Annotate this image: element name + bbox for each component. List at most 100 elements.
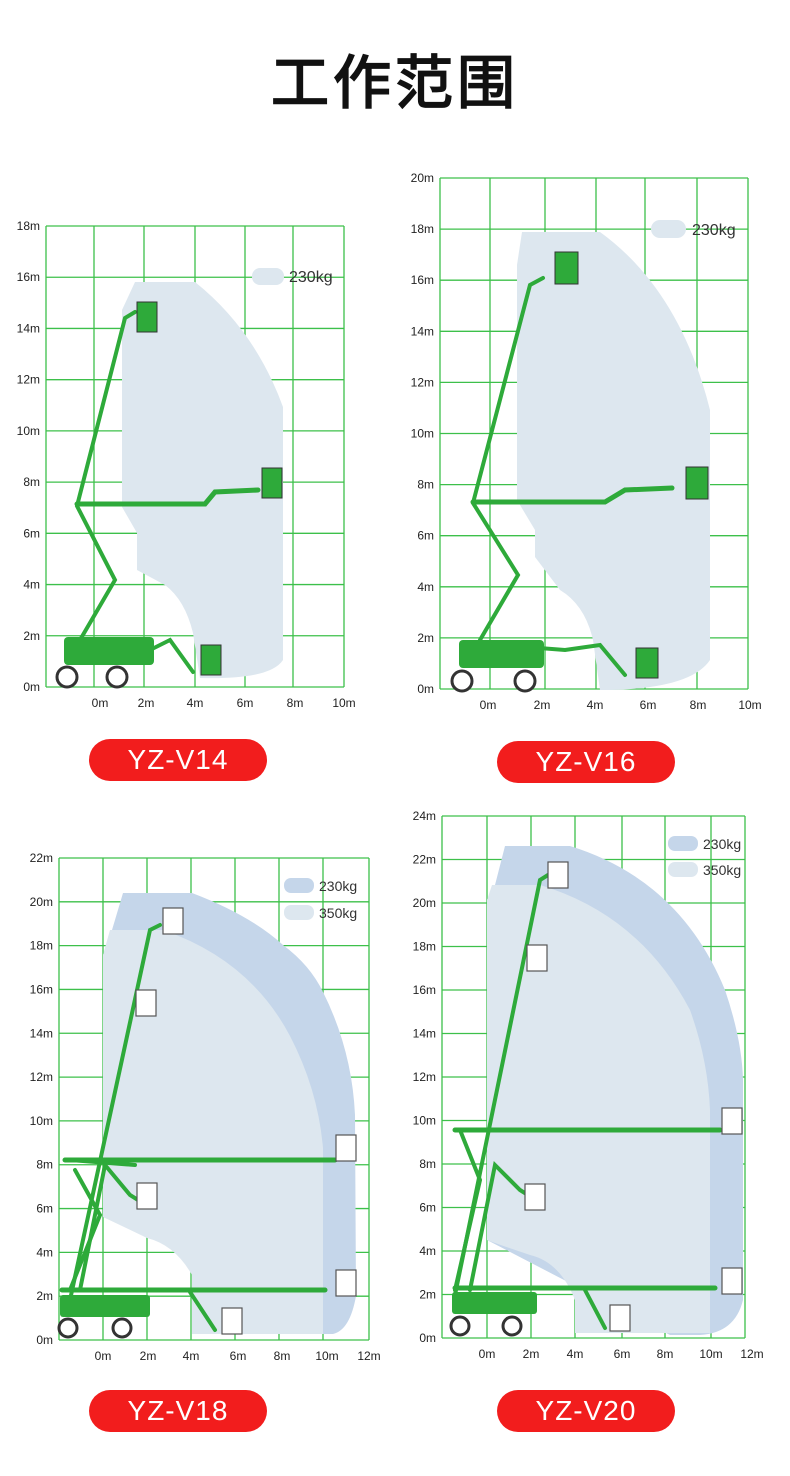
y-tick-label: 10m	[30, 1114, 53, 1128]
y-tick-label: 2m	[419, 1288, 436, 1302]
x-tick-label: 8m	[657, 1347, 674, 1361]
model-label-v16: YZ-V16	[497, 741, 675, 783]
x-tick-label: 0m	[95, 1349, 112, 1363]
x-tick-label: 8m	[690, 698, 707, 712]
y-tick-label: 4m	[419, 1244, 436, 1258]
x-tick-label: 6m	[614, 1347, 631, 1361]
legend-label: 230kg	[703, 836, 741, 852]
y-tick-label: 8m	[419, 1157, 436, 1171]
x-tick-label: 12m	[357, 1349, 380, 1363]
y-tick-label: 6m	[23, 526, 40, 540]
x-tick-label: 6m	[640, 698, 657, 712]
envelope-350kg-v20	[487, 885, 710, 1333]
y-tick-label: 2m	[417, 631, 434, 645]
x-tick-label: 10m	[332, 696, 355, 710]
legend-label: 230kg	[289, 269, 333, 286]
x-tick-label: 8m	[274, 1349, 291, 1363]
x-tick-label: 4m	[187, 696, 204, 710]
y-tick-label: 8m	[417, 478, 434, 492]
legend-swatch-350kg	[284, 905, 314, 920]
model-label-v18: YZ-V18	[89, 1390, 267, 1432]
envelope-230kg-v16	[517, 232, 710, 690]
model-label-v20: YZ-V20	[497, 1390, 675, 1432]
machine-v14	[55, 301, 283, 689]
envelope-230kg-v14	[122, 282, 283, 679]
y-tick-label: 16m	[413, 983, 436, 997]
legend-v20: 230kg 350kg	[668, 836, 741, 878]
y-tick-label: 22m	[30, 851, 53, 865]
y-tick-label: 6m	[417, 529, 434, 543]
x-tick-label: 2m	[138, 696, 155, 710]
y-tick-label: 18m	[30, 939, 53, 953]
legend-v14: 230kg	[252, 268, 333, 286]
y-tick-label: 14m	[17, 321, 40, 335]
y-tick-label: 8m	[23, 475, 40, 489]
y-tick-label: 18m	[411, 222, 434, 236]
legend-swatch-230kg	[252, 268, 284, 285]
x-tick-label: 6m	[230, 1349, 247, 1363]
x-tick-label: 0m	[479, 1347, 496, 1361]
x-tick-label: 0m	[92, 696, 109, 710]
y-tick-label: 0m	[23, 680, 40, 694]
y-tick-label: 14m	[411, 324, 434, 338]
y-tick-label: 22m	[413, 853, 436, 867]
y-tick-label: 12m	[17, 373, 40, 387]
machine-v20	[449, 861, 743, 1337]
x-tick-label: 10m	[699, 1347, 722, 1361]
x-tick-label: 8m	[287, 696, 304, 710]
y-tick-label: 4m	[417, 580, 434, 594]
x-tick-label: 4m	[183, 1349, 200, 1363]
x-tick-label: 12m	[740, 1347, 763, 1361]
y-tick-label: 14m	[413, 1027, 436, 1041]
y-tick-label: 4m	[23, 578, 40, 592]
legend-swatch-230kg	[651, 220, 686, 238]
y-tick-label: 20m	[411, 171, 434, 185]
y-tick-label: 2m	[23, 629, 40, 643]
y-tick-label: 10m	[17, 424, 40, 438]
machine-v18	[57, 907, 357, 1339]
y-tick-label: 8m	[36, 1158, 53, 1172]
grid-yz-v14: 0m 2m 4m 6m 8m 10m 12m 14m 16m 18m 0m 2m 4m 6m 8m 10m	[17, 219, 356, 710]
y-tick-label: 10m	[411, 427, 434, 441]
y-tick-label: 16m	[17, 270, 40, 284]
legend-v18: 230kg 350kg	[284, 878, 357, 921]
y-tick-label: 12m	[30, 1070, 53, 1084]
y-tick-label: 6m	[36, 1202, 53, 1216]
y-tick-label: 24m	[413, 809, 436, 823]
x-tick-label: 10m	[738, 698, 761, 712]
model-label-v14: YZ-V14	[89, 739, 267, 781]
legend-label: 350kg	[703, 862, 741, 878]
x-tick-label: 2m	[534, 698, 551, 712]
y-tick-label: 4m	[36, 1245, 53, 1259]
y-tick-label: 2m	[36, 1289, 53, 1303]
y-tick-label: 16m	[30, 982, 53, 996]
y-tick-label: 14m	[30, 1026, 53, 1040]
legend-swatch-230kg	[668, 836, 698, 851]
legend-swatch-350kg	[668, 862, 698, 877]
y-tick-label: 18m	[413, 940, 436, 954]
legend-swatch-230kg	[284, 878, 314, 893]
y-tick-label: 0m	[417, 682, 434, 696]
legend-v16: 230kg	[651, 220, 736, 239]
y-tick-label: 20m	[30, 895, 53, 909]
x-tick-label: 6m	[237, 696, 254, 710]
y-tick-label: 10m	[413, 1114, 436, 1128]
envelope-350kg-v18	[103, 930, 323, 1334]
x-tick-label: 10m	[315, 1349, 338, 1363]
y-tick-label: 0m	[36, 1333, 53, 1347]
x-tick-label: 2m	[523, 1347, 540, 1361]
x-tick-label: 2m	[140, 1349, 157, 1363]
y-tick-label: 20m	[413, 896, 436, 910]
x-tick-label: 4m	[587, 698, 604, 712]
legend-label: 350kg	[319, 905, 357, 921]
y-tick-label: 6m	[419, 1201, 436, 1215]
x-tick-label: 4m	[567, 1347, 584, 1361]
y-tick-label: 12m	[411, 375, 434, 389]
legend-label: 230kg	[692, 222, 736, 239]
page-title: 工作范围	[270, 51, 519, 116]
y-tick-label: 12m	[413, 1070, 436, 1084]
legend-label: 230kg	[319, 878, 357, 894]
machine-v16	[450, 251, 709, 693]
